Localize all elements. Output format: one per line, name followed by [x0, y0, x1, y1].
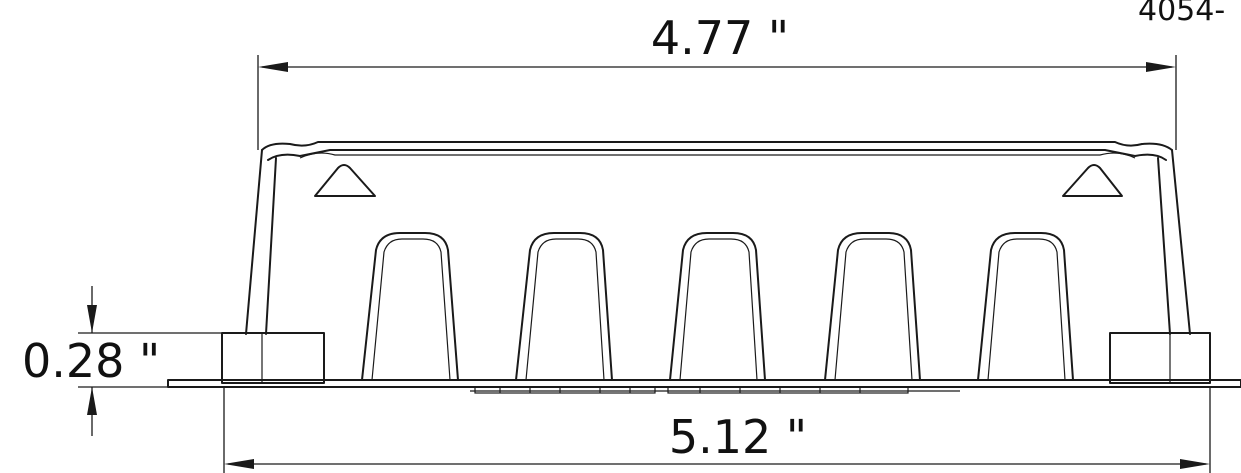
arch-fins — [361, 232, 1074, 381]
left-inner-wall — [265, 157, 277, 335]
part-number-label: 4054- — [1138, 0, 1225, 28]
dimension-label-top-width: 4.77 " — [651, 11, 789, 65]
arch-fin-3 — [669, 232, 766, 381]
underside-components — [474, 386, 1240, 394]
arrowhead-top-left — [258, 62, 288, 72]
left-outer-wall — [245, 149, 263, 335]
base-plate — [167, 379, 1241, 388]
arch-fin-4 — [824, 232, 921, 381]
arrowhead-height-down — [87, 305, 97, 333]
right-outer-wall — [1171, 149, 1191, 335]
dimension-bottom-width: 5.12 " — [223, 387, 1211, 473]
arch-fin-5 — [977, 232, 1074, 381]
left-triangle-vent — [314, 164, 376, 197]
arch-fin-2 — [515, 232, 613, 381]
top-bar-highlight — [299, 152, 1136, 159]
arrowhead-bottom-left — [224, 459, 254, 469]
right-inner-wall — [1157, 157, 1171, 335]
right-triangle-vent — [1062, 164, 1123, 197]
arrowhead-top-right — [1146, 62, 1176, 72]
arch-fin-1 — [361, 232, 459, 381]
dimension-base-height: 0.28 " — [22, 286, 222, 436]
top-bar-outer — [261, 141, 1173, 151]
right-foot-block — [1109, 332, 1211, 384]
dimension-label-bottom-width: 5.12 " — [669, 410, 807, 464]
arrowhead-height-up — [87, 387, 97, 415]
dimension-label-base-height: 0.28 " — [22, 334, 160, 388]
arrowhead-bottom-right — [1180, 459, 1210, 469]
top-bar-inner — [267, 149, 1167, 161]
left-foot-block — [221, 332, 325, 384]
dimension-top-width: 4.77 " — [257, 11, 1177, 150]
part-outline — [167, 141, 1241, 394]
